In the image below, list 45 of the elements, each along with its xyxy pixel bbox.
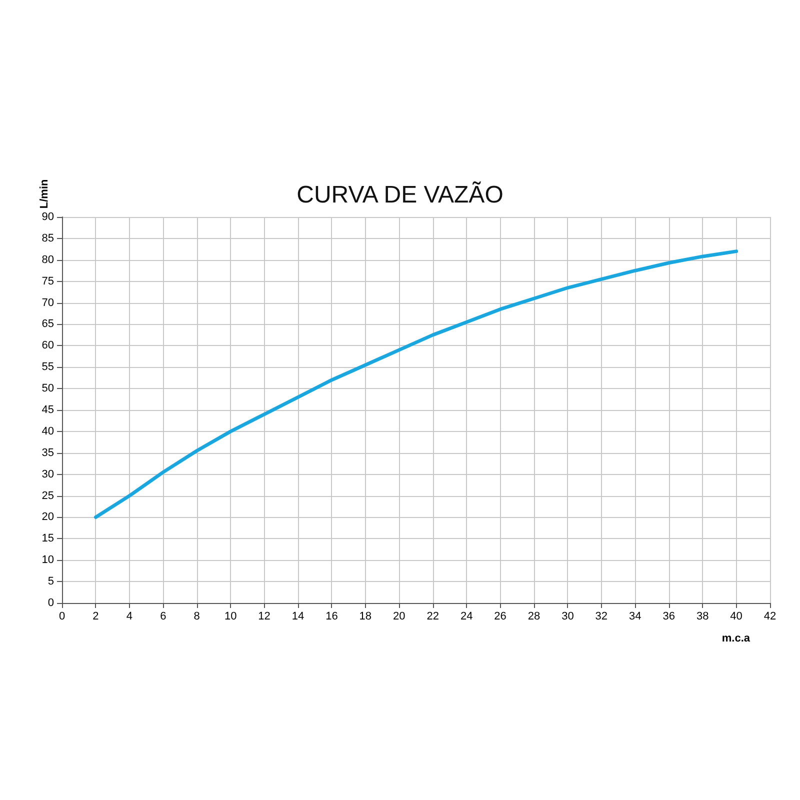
x-tick-label: 8 [194,610,200,622]
x-tick-label: 28 [528,610,540,622]
x-tick-label: 40 [730,610,742,622]
y-tick-label: 15 [42,532,54,545]
x-tick-label: 30 [562,610,574,622]
y-tick-label: 20 [42,511,54,524]
x-tick-label: 24 [460,610,473,622]
line-series [94,250,738,519]
y-tick-label: 45 [42,404,54,416]
y-tick-label: 40 [42,425,54,438]
x-tick-label: 10 [224,610,237,622]
y-tick-label: 35 [42,446,54,459]
x-tick-label: 14 [292,610,304,622]
y-tick-label: 30 [42,468,54,480]
y-tick-label: 70 [42,296,54,309]
y-tick-label: 5 [48,576,54,588]
chart-title: CURVA DE VAZÃO [296,180,504,208]
x-tick-label: 26 [494,610,506,622]
x-tick-label: 12 [258,610,270,622]
x-tick-label: 0 [58,610,66,622]
x-tick-label: 38 [696,610,709,622]
y-tick-label: 25 [42,490,54,502]
y-tick-label: 55 [42,361,54,374]
y-tick-label: 50 [42,382,54,395]
x-tick-label: 32 [595,610,608,622]
y-tick-label: 0 [48,597,54,609]
x-tick-label: 34 [629,610,642,622]
y-tick-label: 75 [42,275,54,288]
x-tick-label: 18 [359,610,372,622]
y-tick-label: 10 [42,554,54,566]
x-axis-title: m.c.a [722,632,751,644]
x-tick-label: 42 [764,610,776,622]
x-tick-label: 4 [126,610,132,622]
x-tick-label: 36 [662,610,675,622]
y-tick-label: 85 [42,232,54,244]
y-tick-label: 80 [42,254,54,266]
y-tick-label: 60 [42,340,54,352]
y-tick-label: 90 [42,211,54,223]
x-tick-label: 16 [326,610,338,622]
x-tick-label: 2 [92,610,99,622]
x-tick-label: 20 [393,610,406,622]
x-tick-label: 6 [160,610,166,622]
y-axis-title: L/min [38,179,50,209]
y-tick-label: 65 [42,318,54,330]
x-tick-label: 22 [426,610,439,622]
